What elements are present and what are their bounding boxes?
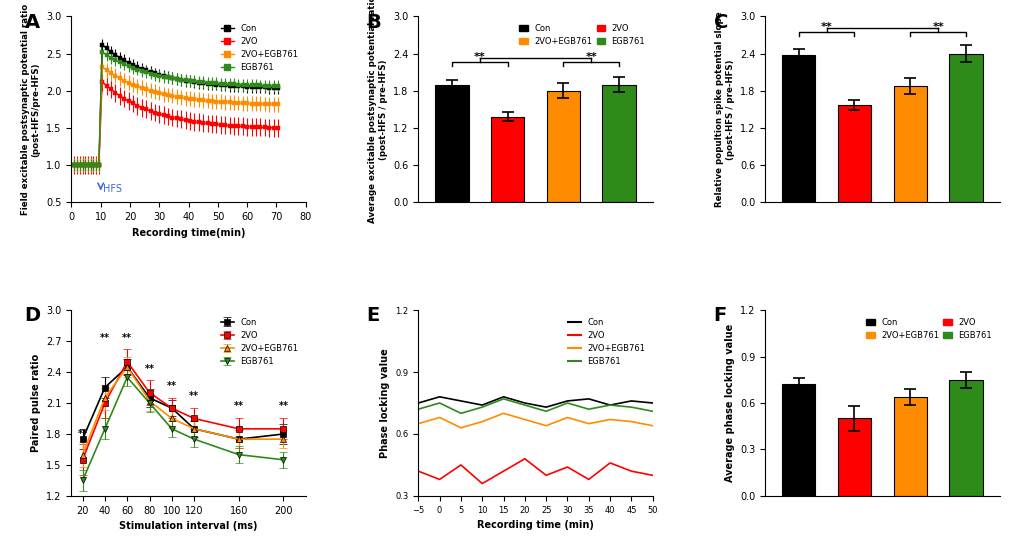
Text: C: C <box>713 13 728 32</box>
Text: B: B <box>367 13 381 32</box>
Text: **: ** <box>474 52 485 62</box>
Legend: Con, 2VO+EGB761, 2VO, EGB761: Con, 2VO+EGB761, 2VO, EGB761 <box>862 314 995 343</box>
Bar <box>893 397 926 496</box>
Bar <box>949 53 982 202</box>
Bar <box>435 84 468 202</box>
Legend: Con, 2VO+EGB761, 2VO, EGB761: Con, 2VO+EGB761, 2VO, EGB761 <box>516 21 648 50</box>
Bar <box>490 117 524 202</box>
Text: **: ** <box>167 380 176 391</box>
Text: **: ** <box>931 22 944 32</box>
Text: **: ** <box>585 52 596 62</box>
Bar <box>782 54 814 202</box>
Y-axis label: Average excitable postsynaptic potential ratio
(post-HFS / pre-HFS): Average excitable postsynaptic potential… <box>368 0 387 223</box>
Text: **: ** <box>100 333 110 343</box>
Y-axis label: Average phase locking value: Average phase locking value <box>723 324 734 482</box>
Text: **: ** <box>145 364 155 374</box>
Y-axis label: Relative popultion spike potential slope
(post-HFS / pre-HFS): Relative popultion spike potential slope… <box>714 11 734 207</box>
Text: F: F <box>713 306 727 325</box>
Bar <box>602 84 635 202</box>
Legend: Con, 2VO, 2VO+EGB761, EGB761: Con, 2VO, 2VO+EGB761, EGB761 <box>565 314 648 370</box>
Legend: Con, 2VO, 2VO+EGB761, EGB761: Con, 2VO, 2VO+EGB761, EGB761 <box>218 21 302 76</box>
X-axis label: Recording time (min): Recording time (min) <box>477 520 593 530</box>
Bar <box>782 384 814 496</box>
Text: HFS: HFS <box>103 184 122 194</box>
Text: **: ** <box>77 429 88 439</box>
Y-axis label: Phase locking value: Phase locking value <box>379 348 389 458</box>
Bar <box>546 90 580 202</box>
Text: **: ** <box>189 391 199 401</box>
X-axis label: Recording time(min): Recording time(min) <box>131 227 246 238</box>
Text: E: E <box>367 306 380 325</box>
Bar <box>837 105 870 202</box>
Legend: Con, 2VO, 2VO+EGB761, EGB761: Con, 2VO, 2VO+EGB761, EGB761 <box>218 314 302 370</box>
Bar <box>893 86 926 202</box>
X-axis label: Stimulation interval (ms): Stimulation interval (ms) <box>119 521 258 531</box>
Text: **: ** <box>820 22 832 32</box>
Text: **: ** <box>278 401 288 411</box>
Bar <box>837 419 870 496</box>
Text: **: ** <box>122 333 132 343</box>
Y-axis label: Paired pulse ratio: Paired pulse ratio <box>31 354 41 452</box>
Y-axis label: Field excitable postsynaptic potential ratio
(post-HFS/pre-HFS): Field excitable postsynaptic potential r… <box>21 4 41 215</box>
Text: A: A <box>24 13 40 32</box>
Text: **: ** <box>233 401 244 411</box>
Bar <box>949 380 982 496</box>
Text: D: D <box>24 306 41 325</box>
